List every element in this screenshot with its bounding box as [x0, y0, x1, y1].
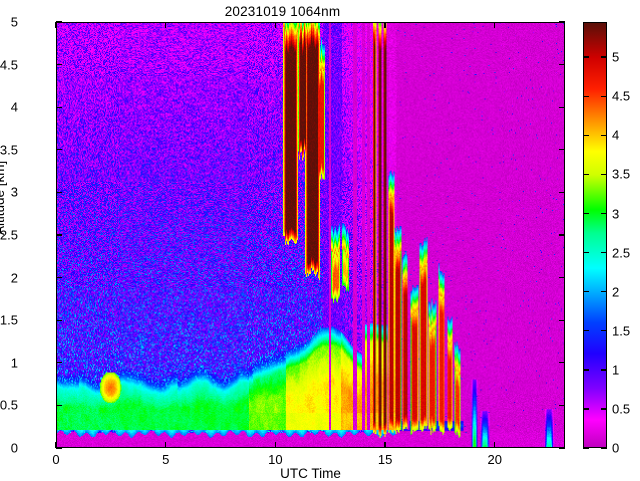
y-tick-label: 1 — [10, 355, 18, 371]
colorbar-tick-label: 0.5 — [612, 401, 631, 417]
colorbar-tick-label: 1 — [612, 362, 620, 378]
colorbar-tick-mark — [583, 290, 589, 293]
colorbar-tick-mark — [601, 290, 607, 293]
colorbar-tick-label: 4 — [612, 127, 620, 143]
colorbar-tick-mark — [601, 369, 607, 371]
x-tick-mark — [494, 442, 496, 448]
y-tick-mark — [56, 149, 62, 151]
x-tick-mark — [164, 442, 167, 448]
x-tick-mark — [55, 22, 57, 28]
colorbar-tick-mark — [583, 408, 589, 410]
colorbar-tick-label: 5 — [612, 49, 620, 65]
y-tick-mark — [56, 63, 62, 66]
y-tick-mark — [559, 63, 565, 66]
colorbar-tick-label: 3.5 — [612, 166, 631, 182]
colorbar-tick-mark — [583, 369, 589, 371]
y-tick-mark — [56, 191, 62, 194]
y-tick-mark — [56, 106, 62, 108]
x-axis-label: UTC Time — [280, 466, 341, 481]
y-tick-label: 2.5 — [0, 227, 18, 243]
colorbar-tick-mark — [601, 134, 607, 137]
colorbar — [583, 22, 607, 448]
colorbar-tick-label: 1.5 — [612, 323, 631, 339]
y-tick-mark — [559, 362, 565, 364]
colorbar-tick-mark — [601, 95, 607, 97]
y-tick-mark — [56, 362, 62, 364]
colorbar-tick-mark — [583, 134, 589, 137]
y-tick-mark — [559, 319, 565, 321]
y-tick-label: 4 — [10, 99, 18, 115]
colorbar-tick-mark — [583, 251, 589, 254]
x-tick-mark — [274, 22, 277, 28]
x-tick-label: 5 — [162, 452, 170, 467]
colorbar-tick-label: 2.5 — [612, 245, 631, 261]
colorbar-tick-mark — [583, 212, 589, 215]
x-tick-mark — [494, 22, 496, 28]
y-tick-mark — [559, 276, 565, 279]
colorbar-tick-mark — [601, 251, 607, 254]
y-tick-mark — [56, 319, 62, 321]
colorbar-tick-mark — [583, 330, 589, 332]
colorbar-tick-mark — [601, 173, 607, 176]
colorbar-tick-mark — [601, 56, 607, 58]
colorbar-tick-mark — [583, 447, 589, 449]
colorbar-tick-label: 2 — [612, 284, 620, 300]
colorbar-tick-mark — [583, 173, 589, 176]
y-tick-label: 0.5 — [0, 397, 18, 413]
colorbar-tick-mark — [601, 447, 607, 449]
x-tick-mark — [384, 442, 386, 448]
colorbar-tick-mark — [601, 408, 607, 410]
x-tick-label: 20 — [487, 452, 503, 467]
y-tick-mark — [56, 234, 62, 236]
colorbar-gradient — [584, 23, 606, 447]
y-tick-mark — [559, 106, 565, 108]
x-tick-mark — [384, 22, 386, 28]
y-tick-mark — [56, 276, 62, 279]
y-tick-mark — [559, 21, 565, 23]
y-tick-mark — [56, 404, 62, 407]
colorbar-frame — [583, 22, 607, 448]
y-tick-label: 3.5 — [0, 142, 18, 158]
x-tick-mark — [274, 442, 277, 448]
y-tick-mark — [559, 404, 565, 407]
colorbar-tick-mark — [583, 95, 589, 97]
colorbar-tick-label: 4.5 — [612, 88, 631, 104]
plot-area — [56, 22, 565, 448]
y-tick-mark — [559, 234, 565, 236]
y-tick-label: 4.5 — [0, 57, 18, 73]
colorbar-tick-label: 0 — [612, 440, 620, 456]
x-tick-label: 10 — [268, 452, 283, 467]
y-tick-label: 5 — [10, 14, 18, 30]
y-tick-label: 3 — [10, 184, 18, 200]
colorbar-tick-mark — [601, 212, 607, 215]
y-tick-label: 1.5 — [0, 312, 18, 328]
x-tick-mark — [55, 442, 57, 448]
y-tick-mark — [559, 191, 565, 194]
y-tick-mark — [559, 447, 565, 449]
x-tick-mark — [164, 22, 167, 28]
y-tick-mark — [56, 21, 62, 23]
y-tick-label: 2 — [10, 270, 18, 286]
colorbar-tick-mark — [583, 56, 589, 58]
colorbar-tick-label: 3 — [612, 206, 620, 221]
y-tick-label: 0 — [10, 440, 18, 456]
y-tick-mark — [56, 447, 62, 449]
y-tick-mark — [559, 149, 565, 151]
x-tick-label: 15 — [377, 452, 393, 467]
backscatter-heatmap — [57, 23, 564, 447]
colorbar-tick-mark — [601, 330, 607, 332]
page-title: 20231019 1064nm — [224, 4, 341, 19]
x-tick-label: 0 — [52, 452, 60, 467]
